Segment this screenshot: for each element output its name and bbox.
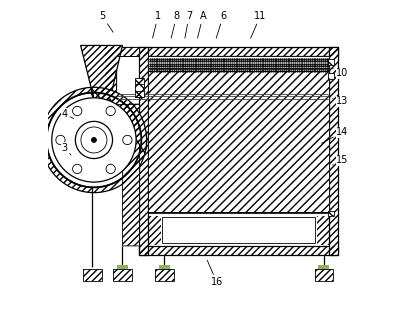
Circle shape xyxy=(106,164,115,174)
Bar xyxy=(158,265,169,268)
Bar xyxy=(162,217,314,243)
Bar xyxy=(139,246,337,255)
Circle shape xyxy=(81,127,107,153)
Polygon shape xyxy=(116,104,139,246)
Polygon shape xyxy=(105,47,139,104)
Bar xyxy=(327,73,333,79)
Text: 16: 16 xyxy=(207,260,222,288)
Circle shape xyxy=(75,122,112,159)
Text: 11: 11 xyxy=(250,11,266,38)
Bar xyxy=(328,47,337,255)
Bar xyxy=(328,47,337,255)
Text: 14: 14 xyxy=(321,127,347,143)
Bar xyxy=(113,268,131,281)
Polygon shape xyxy=(90,87,146,153)
Polygon shape xyxy=(81,46,122,99)
Circle shape xyxy=(106,106,115,116)
Circle shape xyxy=(56,135,65,145)
Bar xyxy=(327,59,333,65)
Bar xyxy=(148,71,328,212)
Bar xyxy=(139,47,337,56)
Bar xyxy=(327,59,333,65)
Text: 7: 7 xyxy=(184,11,192,38)
Text: 5: 5 xyxy=(99,11,113,32)
Text: 15: 15 xyxy=(332,155,348,165)
Circle shape xyxy=(72,164,82,174)
Bar xyxy=(327,211,333,216)
Text: 6: 6 xyxy=(216,11,226,38)
Bar xyxy=(148,215,160,245)
Bar xyxy=(139,246,337,255)
Bar xyxy=(139,47,148,255)
Bar xyxy=(155,268,173,281)
Bar xyxy=(113,268,131,281)
Bar xyxy=(83,268,101,281)
Bar xyxy=(148,56,328,246)
Bar xyxy=(139,47,148,255)
Circle shape xyxy=(122,135,132,145)
Bar xyxy=(139,47,337,56)
Text: 13: 13 xyxy=(332,96,347,106)
Circle shape xyxy=(91,138,96,143)
Bar xyxy=(327,73,333,79)
Bar xyxy=(83,268,101,281)
Bar xyxy=(314,268,333,281)
Bar xyxy=(316,215,328,245)
Text: 8: 8 xyxy=(171,11,179,38)
Bar xyxy=(314,268,333,281)
Polygon shape xyxy=(43,87,94,128)
Text: 3: 3 xyxy=(61,143,71,155)
Circle shape xyxy=(72,106,82,116)
Bar xyxy=(148,71,328,212)
Text: 4: 4 xyxy=(61,109,73,119)
Circle shape xyxy=(52,98,136,182)
Bar xyxy=(155,268,173,281)
Bar xyxy=(134,78,143,97)
Bar xyxy=(318,265,328,268)
Text: 1: 1 xyxy=(152,11,161,38)
Bar xyxy=(327,211,333,216)
Polygon shape xyxy=(42,132,146,192)
Bar xyxy=(148,56,328,68)
Text: A: A xyxy=(197,11,206,38)
Bar xyxy=(134,78,143,97)
Bar xyxy=(148,68,328,71)
Bar xyxy=(117,265,128,268)
Text: 10: 10 xyxy=(332,68,347,78)
